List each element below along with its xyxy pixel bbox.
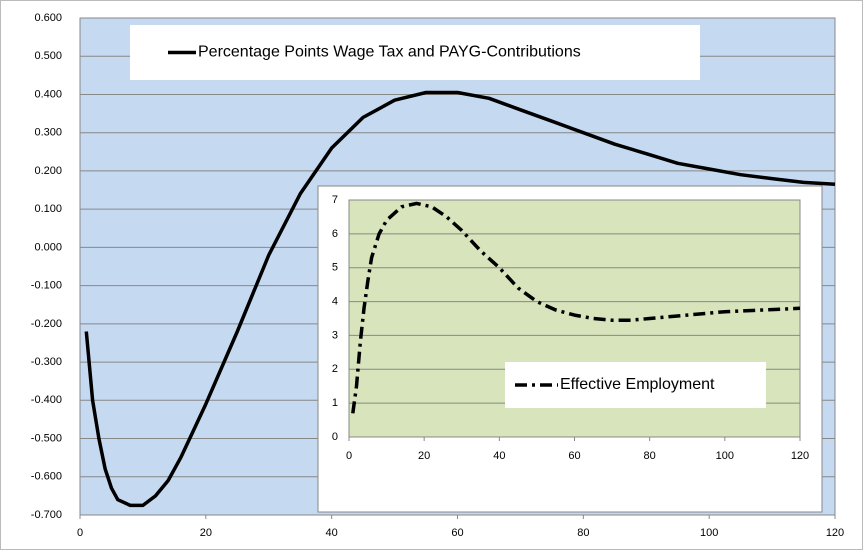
legend-label: Percentage Points Wage Tax and PAYG-Cont… [198, 44, 581, 61]
y-tick-label: 4 [332, 295, 338, 307]
x-tick-label: 120 [791, 450, 809, 462]
y-tick-label: 1 [332, 397, 338, 409]
y-tick-label: -0.100 [31, 280, 62, 292]
y-tick-label: 5 [332, 262, 338, 274]
x-tick-label: 20 [418, 450, 430, 462]
y-tick-label: 0.600 [34, 12, 62, 24]
y-tick-label: -0.700 [31, 509, 62, 521]
x-tick-label: 40 [326, 527, 338, 539]
x-tick-label: 100 [700, 527, 718, 539]
y-tick-label: 6 [332, 228, 338, 240]
y-tick-label: -0.500 [31, 432, 62, 444]
y-tick-label: 0.200 [34, 165, 62, 177]
y-tick-label: 0.300 [34, 127, 62, 139]
y-tick-label: -0.200 [31, 318, 62, 330]
y-tick-label: -0.600 [31, 471, 62, 483]
x-tick-label: 100 [716, 450, 734, 462]
y-tick-label: -0.300 [31, 356, 62, 368]
x-tick-label: 20 [200, 527, 212, 539]
y-tick-label: 0 [332, 431, 338, 443]
y-tick-label: 0.400 [34, 88, 62, 100]
data-line [84, 90, 836, 508]
y-tick-label: 7 [332, 194, 338, 206]
y-tick-label: 0.000 [34, 241, 62, 253]
y-tick-label: 0.500 [34, 50, 62, 62]
x-tick-label: 80 [644, 450, 656, 462]
x-tick-label: 60 [451, 527, 463, 539]
y-tick-label: 3 [332, 329, 338, 341]
y-tick-label: -0.400 [31, 394, 62, 406]
x-tick-label: 120 [826, 527, 844, 539]
legend-label: Effective Employment [560, 376, 715, 393]
y-tick-label: 0.100 [34, 203, 62, 215]
x-tick-label: 40 [493, 450, 505, 462]
legend-box [130, 25, 700, 80]
x-tick-label: 0 [346, 450, 352, 462]
data-line [351, 201, 801, 414]
y-tick-label: 2 [332, 363, 338, 375]
x-tick-label: 60 [568, 450, 580, 462]
x-tick-label: 0 [77, 527, 83, 539]
x-tick-label: 80 [577, 527, 589, 539]
